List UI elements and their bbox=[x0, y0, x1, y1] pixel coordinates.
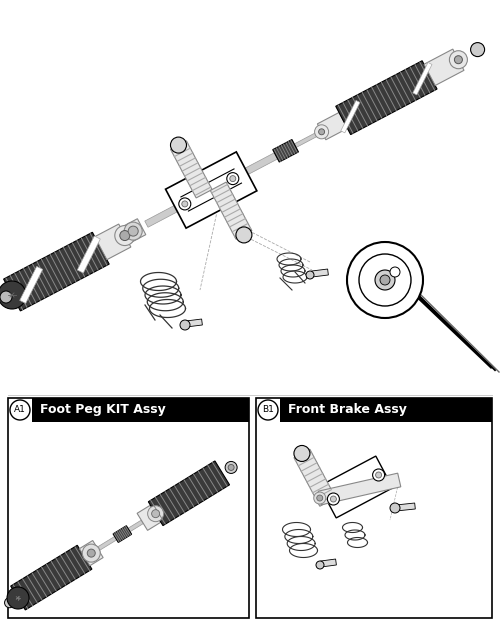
Text: A1: A1 bbox=[14, 406, 26, 415]
Polygon shape bbox=[320, 559, 336, 567]
Circle shape bbox=[236, 227, 252, 243]
Circle shape bbox=[314, 492, 326, 504]
Bar bbox=[256, 398, 492, 618]
Circle shape bbox=[180, 320, 190, 330]
Polygon shape bbox=[294, 130, 322, 147]
Polygon shape bbox=[10, 545, 92, 610]
Polygon shape bbox=[80, 541, 103, 566]
Circle shape bbox=[258, 400, 278, 420]
Circle shape bbox=[88, 549, 96, 557]
Polygon shape bbox=[341, 101, 360, 133]
Circle shape bbox=[372, 469, 384, 481]
Polygon shape bbox=[113, 526, 132, 542]
Text: Front Brake Assy: Front Brake Assy bbox=[288, 403, 407, 417]
Circle shape bbox=[470, 42, 484, 56]
Text: B1: B1 bbox=[262, 406, 274, 415]
Polygon shape bbox=[312, 269, 328, 277]
Polygon shape bbox=[148, 461, 230, 525]
Polygon shape bbox=[210, 182, 252, 239]
Circle shape bbox=[328, 493, 340, 505]
Bar bbox=[280, 398, 492, 422]
Polygon shape bbox=[166, 152, 257, 228]
Circle shape bbox=[128, 226, 138, 236]
Circle shape bbox=[294, 446, 310, 461]
Circle shape bbox=[375, 270, 395, 290]
Circle shape bbox=[148, 506, 164, 522]
Polygon shape bbox=[424, 49, 464, 85]
Polygon shape bbox=[120, 219, 146, 244]
Polygon shape bbox=[336, 61, 437, 135]
Circle shape bbox=[316, 495, 322, 501]
Circle shape bbox=[227, 173, 239, 185]
Polygon shape bbox=[186, 319, 202, 327]
Bar bbox=[8, 398, 249, 618]
Polygon shape bbox=[396, 503, 415, 511]
Circle shape bbox=[306, 271, 314, 279]
Polygon shape bbox=[294, 449, 336, 506]
Circle shape bbox=[380, 275, 390, 285]
Circle shape bbox=[82, 544, 100, 562]
Polygon shape bbox=[145, 153, 278, 227]
Polygon shape bbox=[318, 473, 401, 505]
Circle shape bbox=[7, 587, 29, 609]
Circle shape bbox=[390, 267, 400, 277]
Circle shape bbox=[318, 128, 324, 135]
Circle shape bbox=[4, 598, 15, 608]
Circle shape bbox=[0, 291, 12, 303]
Circle shape bbox=[179, 198, 191, 210]
Polygon shape bbox=[78, 236, 100, 273]
Text: Foot Peg KIT Assy: Foot Peg KIT Assy bbox=[40, 403, 166, 417]
Circle shape bbox=[124, 222, 142, 240]
Polygon shape bbox=[170, 141, 212, 198]
Circle shape bbox=[454, 56, 462, 64]
Circle shape bbox=[359, 254, 411, 306]
Polygon shape bbox=[137, 505, 161, 530]
Polygon shape bbox=[20, 266, 42, 303]
Circle shape bbox=[314, 125, 328, 139]
Circle shape bbox=[152, 510, 160, 518]
Polygon shape bbox=[4, 232, 109, 311]
Circle shape bbox=[225, 461, 237, 473]
Circle shape bbox=[330, 496, 336, 502]
Circle shape bbox=[316, 561, 324, 569]
Circle shape bbox=[170, 137, 186, 153]
Circle shape bbox=[120, 230, 130, 241]
Circle shape bbox=[10, 400, 30, 420]
Circle shape bbox=[347, 242, 423, 318]
Circle shape bbox=[376, 472, 382, 478]
Circle shape bbox=[230, 175, 236, 182]
Polygon shape bbox=[318, 113, 348, 140]
Circle shape bbox=[228, 465, 234, 470]
Bar bbox=[32, 398, 249, 422]
Circle shape bbox=[182, 201, 188, 207]
Polygon shape bbox=[272, 139, 298, 162]
Circle shape bbox=[450, 51, 468, 69]
Circle shape bbox=[0, 281, 26, 309]
Polygon shape bbox=[94, 224, 131, 260]
Circle shape bbox=[390, 503, 400, 513]
Polygon shape bbox=[97, 520, 144, 551]
Polygon shape bbox=[320, 456, 392, 518]
Polygon shape bbox=[413, 63, 432, 95]
Circle shape bbox=[115, 225, 135, 246]
